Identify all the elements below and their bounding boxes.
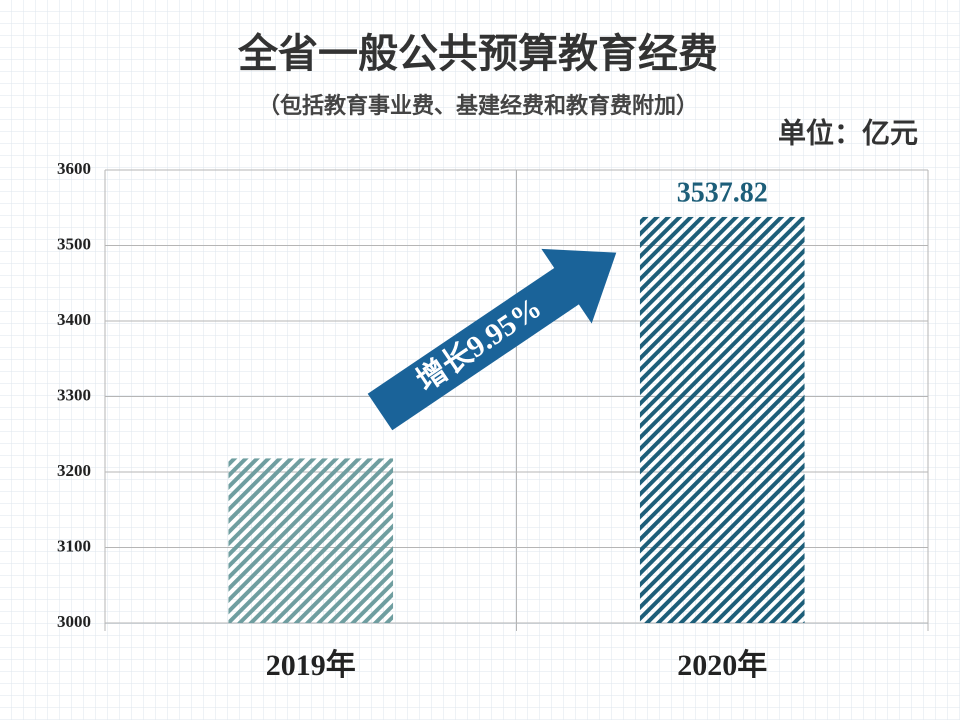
data-label: 3537.82 [677,177,768,208]
x-tick-label: 2019年 [266,649,356,682]
x-tick-label: 2020年 [677,649,767,682]
y-tick-label: 3500 [57,234,91,253]
y-tick-label: 3200 [57,461,91,480]
unit-label: 单位：亿元 [778,116,918,149]
plot-area: 3000 3100 3200 3300 3400 3500 3600 2019年 2020年 35… [57,159,929,682]
y-tick-label: 3400 [57,310,91,329]
chart-subtitle: （包括教育事业费、基建经费和教育费附加） [258,93,698,118]
y-tick-label: 3100 [57,536,91,555]
y-tick-label: 3600 [57,159,91,178]
arrow-shape [367,248,617,431]
bar [639,216,805,623]
bar [228,458,394,623]
y-tick-label: 3000 [57,612,91,631]
chart-title: 全省一般公共预算教育经费 [237,31,718,76]
y-tick-label: 3300 [57,385,91,404]
